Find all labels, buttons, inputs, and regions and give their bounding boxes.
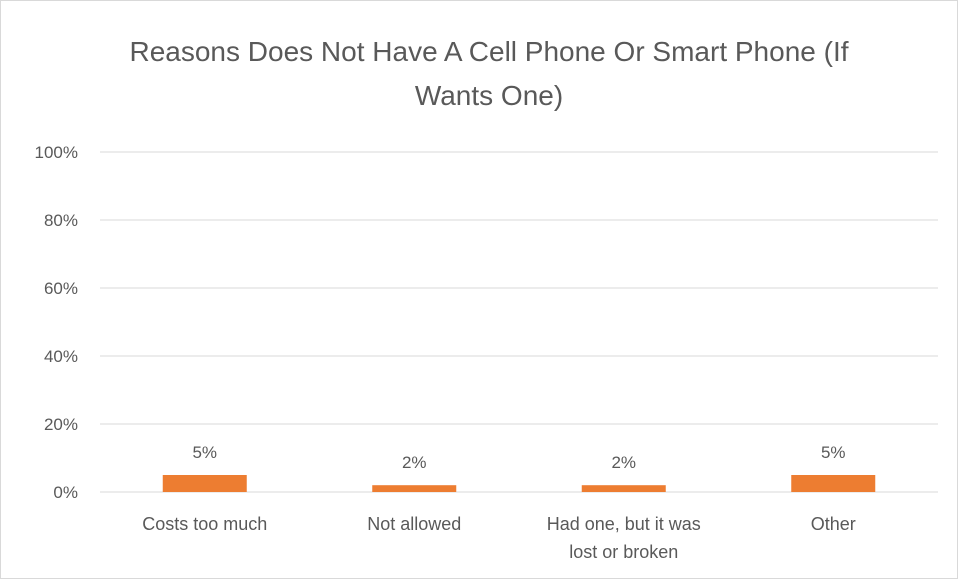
y-tick-label: 0% [53,483,78,502]
y-tick-label: 40% [44,347,78,366]
y-tick-label: 60% [44,279,78,298]
data-labels: 5% 2% 2% 5% [192,443,845,472]
chart-title: Reasons Does Not Have A Cell Phone Or Sm… [129,36,849,111]
data-label: 5% [192,443,217,462]
bar [372,485,457,492]
data-label: 5% [821,443,846,462]
bar [581,485,666,492]
bar [791,475,876,492]
x-category-label: Costs too much [142,514,267,534]
y-tick-label: 100% [35,143,78,162]
y-tick-label: 20% [44,415,78,434]
y-axis-tick-labels: 0% 20% 40% 60% 80% 100% [35,143,78,502]
x-category-label: Had one, but it was [547,514,701,534]
bars [162,475,876,492]
x-category-label: lost or broken [569,542,678,562]
x-category-label: Not allowed [367,514,461,534]
gridlines [100,151,938,493]
data-label: 2% [611,453,636,472]
y-tick-label: 80% [44,211,78,230]
x-axis-category-labels: Costs too much Not allowed Had one, but it… [142,514,856,562]
bar [162,475,247,492]
data-label: 2% [402,453,427,472]
x-category-label: Other [811,514,856,534]
